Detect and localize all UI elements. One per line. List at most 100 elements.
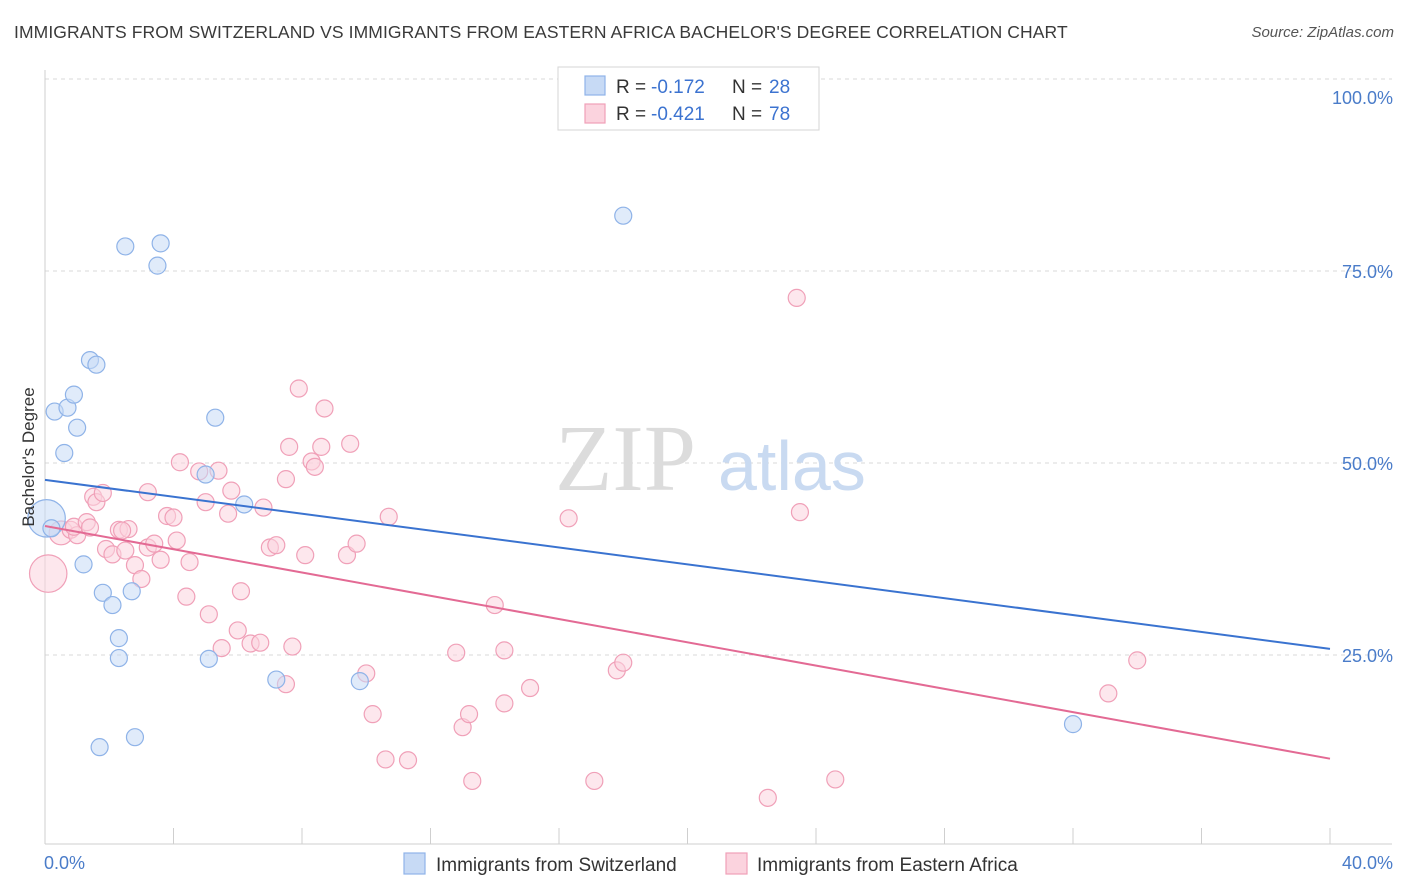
watermark-atlas: atlas [718, 427, 866, 505]
eastern-africa-point-63 [495, 641, 514, 660]
eastern-africa-point-73 [826, 770, 845, 789]
eastern-africa-point-58 [447, 643, 466, 662]
switzerland-point-8 [116, 237, 135, 256]
legend-n-value-2: 78 [769, 104, 790, 125]
eastern-africa-point-47 [305, 457, 324, 476]
eastern-africa-point-76 [112, 521, 132, 540]
legend-swatch-switzerland [584, 75, 606, 96]
eastern-africa-point-39 [267, 536, 286, 555]
eastern-africa-point-61 [463, 771, 482, 791]
switzerland-point-10 [148, 256, 167, 275]
eastern-africa-point-74 [1099, 684, 1118, 703]
eastern-africa-point-67 [585, 771, 604, 791]
watermark: ZIP atlas [555, 407, 866, 511]
eastern-africa-point-71 [787, 288, 806, 307]
legend-swatch-eastern-africa [584, 103, 606, 124]
eastern-africa-point-15 [132, 569, 151, 589]
axes [44, 70, 1392, 845]
eastern-africa-point-44 [289, 379, 308, 398]
switzerland-point-5 [87, 355, 106, 374]
switzerland-point-23 [90, 738, 109, 757]
bottom-legend-swatch-switzerland [403, 852, 426, 875]
eastern-africa-point-12 [116, 541, 135, 560]
legend-r-label-1: R = [616, 77, 646, 98]
eastern-africa-point-0 [28, 554, 68, 593]
switzerland-point-14 [74, 555, 93, 574]
eastern-africa-point-52 [347, 534, 366, 553]
eastern-africa-point-66 [559, 509, 578, 528]
eastern-africa-point-33 [228, 621, 247, 640]
switzerland-point-21 [267, 670, 286, 689]
eastern-africa-point-51 [341, 434, 360, 453]
eastern-africa-point-48 [312, 437, 331, 456]
eastern-africa-trend-line [44, 524, 1331, 760]
series-switzerland-points [27, 206, 1083, 757]
eastern-africa-point-77 [80, 518, 100, 537]
watermark-zip: ZIP [555, 407, 696, 511]
eastern-africa-point-28 [199, 605, 218, 624]
switzerland-point-22 [350, 672, 369, 691]
eastern-africa-point-64 [495, 694, 514, 713]
eastern-africa-point-72 [790, 503, 810, 522]
legend-n-label-1: N = [732, 77, 762, 98]
bottom-legend-label-eastern-africa: Immigrants from Eastern Africa [757, 855, 1018, 876]
eastern-africa-point-45 [296, 546, 315, 565]
switzerland-point-17 [122, 582, 141, 601]
eastern-africa-point-21 [164, 508, 183, 527]
switzerland-trend-line [44, 478, 1331, 650]
eastern-africa-point-24 [177, 587, 196, 606]
y-tick-label-25: 25.0% [1342, 646, 1393, 666]
eastern-africa-point-19 [151, 550, 170, 569]
series-legend: Immigrants from Switzerland Immigrants f… [403, 852, 1018, 876]
switzerland-point-6 [55, 443, 74, 463]
x-ticks [173, 828, 1331, 844]
eastern-africa-point-49 [315, 399, 334, 418]
legend-r-value-2: -0.421 [651, 104, 705, 125]
switzerland-point-20 [199, 649, 218, 668]
eastern-africa-point-75 [1128, 651, 1147, 670]
eastern-africa-point-25 [180, 552, 199, 572]
eastern-africa-point-30 [212, 638, 231, 658]
eastern-africa-point-18 [145, 534, 164, 553]
eastern-africa-point-41 [280, 437, 299, 456]
trend-lines [44, 478, 1331, 760]
switzerland-point-18 [109, 629, 128, 648]
eastern-africa-point-54 [363, 705, 382, 724]
switzerland-point-3 [64, 385, 84, 404]
eastern-africa-point-70 [758, 788, 777, 807]
y-tick-label-100: 100.0% [1332, 88, 1393, 108]
legend-r-value-1: -0.172 [651, 77, 705, 98]
y-axis-label: Bachelor's Degree [19, 387, 38, 526]
legend-r-label-2: R = [616, 104, 646, 125]
switzerland-point-26 [1063, 715, 1083, 734]
eastern-africa-point-43 [283, 637, 302, 656]
eastern-africa-point-23 [170, 453, 190, 472]
x-tick-label-max: 40.0% [1342, 853, 1393, 873]
source-credit: Source: ZipAtlas.com [1251, 24, 1394, 41]
legend-n-label-2: N = [732, 104, 762, 125]
eastern-africa-point-55 [376, 750, 395, 769]
eastern-africa-point-40 [276, 470, 296, 489]
switzerland-point-9 [151, 234, 170, 253]
eastern-africa-point-31 [219, 504, 238, 523]
switzerland-point-24 [125, 728, 145, 747]
eastern-africa-point-57 [398, 751, 418, 770]
switzerland-point-15 [93, 583, 112, 602]
eastern-africa-point-34 [231, 582, 251, 601]
eastern-africa-point-22 [167, 531, 186, 550]
series-eastern-africa-points [28, 288, 1147, 807]
eastern-africa-point-36 [251, 633, 270, 652]
stats-legend: R = -0.172 N = 28 R = -0.421 N = 78 [557, 66, 820, 131]
legend-n-value-1: 28 [769, 77, 790, 98]
y-tick-label-50: 50.0% [1342, 454, 1393, 474]
y-tick-labels: 25.0% 50.0% 75.0% 100.0% [1332, 88, 1393, 666]
switzerland-point-19 [109, 648, 128, 668]
eastern-africa-point-69 [614, 653, 633, 672]
eastern-africa-point-65 [520, 678, 540, 698]
x-tick-label-min: 0.0% [44, 853, 85, 873]
chart-title: IMMIGRANTS FROM SWITZERLAND VS IMMIGRANT… [14, 22, 1068, 42]
y-tick-label-75: 75.0% [1342, 262, 1393, 282]
switzerland-point-12 [196, 465, 215, 484]
gridlines [45, 78, 1392, 656]
